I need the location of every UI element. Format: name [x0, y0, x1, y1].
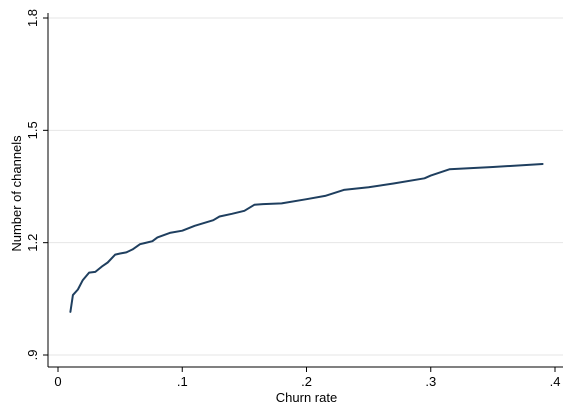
- axes: [47, 13, 563, 368]
- data-point-28: [343, 189, 345, 191]
- x-tick-label-0: 0: [54, 374, 61, 389]
- data-point-27: [324, 195, 326, 197]
- y-tick-label-1: 1.2: [25, 234, 40, 252]
- data-point-20: [219, 216, 221, 218]
- data-point-24: [262, 203, 264, 205]
- data-point-23: [254, 204, 256, 206]
- data-point-12: [139, 243, 141, 245]
- gridlines: [48, 17, 563, 356]
- data-point-35: [542, 163, 544, 165]
- data-point-14: [152, 240, 154, 242]
- series: [69, 163, 544, 313]
- data-point-34: [492, 166, 494, 168]
- data-point-15: [157, 237, 159, 239]
- data-point-21: [231, 213, 233, 215]
- x-tick-label-1: .1: [177, 374, 188, 389]
- y-tick-label-0: .9: [25, 350, 40, 361]
- x-tick-label-2: .2: [301, 374, 312, 389]
- data-point-31: [424, 178, 426, 180]
- data-point-30: [393, 183, 395, 185]
- data-point-25: [281, 203, 283, 205]
- data-point-16: [169, 232, 171, 234]
- y-axis-label: Number of channels: [9, 135, 24, 252]
- data-point-5: [95, 271, 97, 273]
- data-point-6: [102, 265, 104, 267]
- data-point-9: [119, 253, 121, 255]
- x-axis-ticks: 0 .1 .2 .3 .4: [54, 367, 560, 389]
- data-point-4: [88, 272, 90, 274]
- data-point-2: [77, 289, 79, 291]
- series-line-0: [69, 163, 544, 313]
- y-tick-label-3: 1.8: [25, 9, 40, 27]
- data-point-13: [144, 242, 146, 244]
- x-tick-label-3: .3: [425, 374, 436, 389]
- data-point-7: [107, 262, 109, 264]
- data-point-19: [213, 219, 215, 221]
- data-point-8: [114, 254, 116, 256]
- data-point-0: [70, 311, 72, 313]
- data-point-11: [132, 249, 134, 251]
- data-point-3: [82, 279, 84, 281]
- data-point-17: [182, 230, 184, 232]
- y-axis-ticks: .9 1.2 1.5 1.8: [25, 9, 48, 360]
- data-point-32: [430, 175, 432, 177]
- data-point-10: [126, 252, 128, 254]
- data-point-1: [72, 294, 74, 296]
- data-point-18: [194, 225, 196, 227]
- x-tick-label-4: .4: [550, 374, 561, 389]
- data-point-33: [449, 169, 451, 171]
- data-point-26: [306, 198, 308, 200]
- x-axis-label: Churn rate: [276, 390, 337, 405]
- data-point-29: [368, 186, 370, 188]
- y-tick-label-2: 1.5: [25, 121, 40, 139]
- data-point-22: [244, 210, 246, 212]
